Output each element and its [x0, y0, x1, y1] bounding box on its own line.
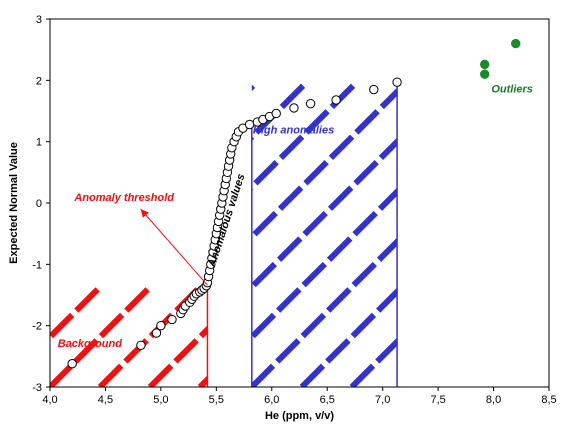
hatch-line	[50, 285, 54, 292]
outlier-point	[479, 59, 490, 70]
y-tick-label: -2	[32, 321, 42, 333]
threshold-arrow-line	[140, 208, 208, 286]
x-tick-label: 7,0	[375, 394, 390, 406]
data-points	[67, 38, 521, 369]
y-tick-label: 2	[36, 75, 42, 87]
data-point	[289, 103, 299, 113]
hatch-line	[50, 285, 104, 342]
x-tick-label: 6,5	[320, 394, 335, 406]
x-axis-label: He (ppm, v/v)	[265, 410, 334, 422]
x-tick-label: 4,0	[42, 394, 57, 406]
y-tick-label: 3	[36, 14, 42, 26]
x-tick-label: 4,5	[98, 394, 113, 406]
outlier-point	[479, 69, 490, 79]
x-tick-label: 7,5	[430, 394, 445, 406]
data-point	[392, 77, 402, 87]
data-point	[331, 95, 341, 105]
annotation-background: Background	[58, 338, 122, 350]
hatch-line	[402, 82, 567, 387]
data-point	[136, 340, 146, 350]
y-tick-label: -1	[32, 259, 42, 271]
data-point	[271, 108, 281, 119]
annotation-outliers: Outliers	[491, 84, 533, 96]
outlier-point	[511, 38, 521, 49]
y-tick-label: 1	[36, 137, 42, 149]
x-tick-label: 5,0	[153, 394, 168, 406]
threshold-arrow-head	[140, 209, 149, 218]
background-hatch	[0, 285, 208, 388]
x-tick-label: 8,5	[541, 394, 556, 406]
y-tick-label: 0	[36, 198, 42, 210]
x-tick-label: 8,0	[486, 394, 501, 406]
data-point	[67, 358, 77, 369]
data-point	[369, 84, 379, 95]
data-point	[167, 314, 177, 325]
annotation-anomaly-threshold: Anomaly threshold	[73, 192, 174, 204]
y-tick-label: -3	[32, 382, 42, 394]
hatch-line	[299, 287, 398, 387]
hatch-line	[147, 325, 208, 388]
axis-ticks: 4,0 4,5 5,0 5,5 6,0 6,5 7,0 7,5 8,0 8,5 -3 -2 -1 0 1 2 3	[32, 14, 556, 406]
x-tick-label: 5,5	[209, 394, 224, 406]
data-point	[305, 98, 316, 109]
hatch-line	[0, 285, 2, 387]
annotation-high-anomalies: High anomalies	[253, 125, 334, 137]
hatch-line	[50, 285, 154, 388]
data-point	[151, 328, 162, 338]
data-point	[156, 320, 166, 331]
y-axis-label: Expected Normal Value	[8, 142, 20, 264]
hatch-line	[349, 337, 398, 387]
x-tick-label: 6,0	[264, 394, 279, 406]
